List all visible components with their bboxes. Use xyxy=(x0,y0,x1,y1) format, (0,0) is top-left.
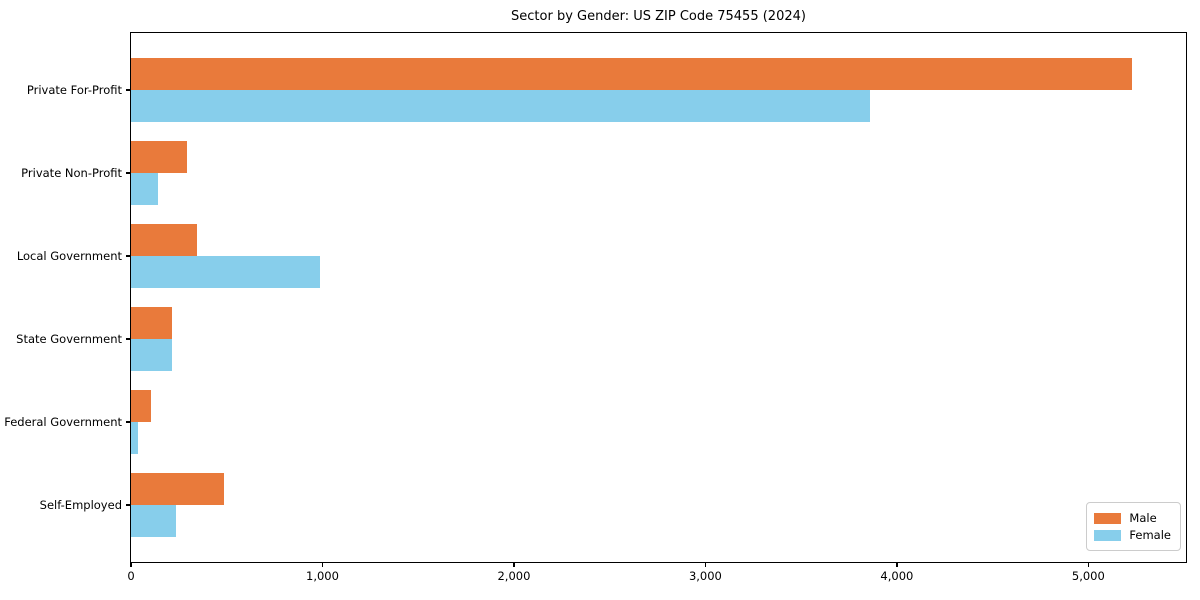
female-bar-local-government xyxy=(131,256,320,288)
plot-area: Male Female Private For-Profit Private No… xyxy=(4,32,1187,583)
y-tick-private-non-profit xyxy=(126,172,131,174)
bar-group-local-government xyxy=(131,224,1186,288)
male-bar-state-government xyxy=(131,307,173,339)
x-tick-0 xyxy=(130,562,132,567)
male-bar-self-employed xyxy=(131,473,225,505)
category-label-federal-government: Federal Government xyxy=(4,415,122,429)
male-bar-private-non-profit xyxy=(131,141,188,173)
female-bar-private-non-profit xyxy=(131,173,158,205)
x-tick-label-3000: 3,000 xyxy=(688,569,722,583)
x-tick-5000 xyxy=(1087,562,1090,567)
female-bar-self-employed xyxy=(131,505,177,537)
chart-title: Sector by Gender: US ZIP Code 75455 (202… xyxy=(511,9,806,24)
legend-item-female: Female xyxy=(1094,527,1171,543)
y-tick-state-government xyxy=(126,338,131,340)
category-label-private-non-profit: Private Non-Profit xyxy=(21,166,122,180)
female-bar-private-for-profit xyxy=(131,90,871,122)
legend-item-male: Male xyxy=(1094,510,1171,526)
y-tick-private-for-profit xyxy=(126,89,131,91)
y-tick-federal-government xyxy=(126,421,131,423)
y-tick-local-government xyxy=(126,255,131,257)
female-bar-state-government xyxy=(131,339,173,371)
category-label-private-for-profit: Private For-Profit xyxy=(26,83,122,97)
bar-group-self-employed xyxy=(131,473,1186,537)
category-label-self-employed: Self-Employed xyxy=(39,498,122,512)
x-tick-label-0: 0 xyxy=(127,569,135,583)
bar-group-state-government xyxy=(131,307,1186,371)
male-bar-private-for-profit xyxy=(131,58,1133,90)
bar-group-federal-government xyxy=(131,390,1186,454)
x-tick-4000 xyxy=(896,562,898,567)
legend-label-female: Female xyxy=(1129,528,1171,542)
y-tick-self-employed xyxy=(126,504,131,506)
category-label-local-government: Local Government xyxy=(16,249,122,263)
x-tick-3000 xyxy=(704,562,707,567)
category-label-state-government: State Government xyxy=(16,332,122,346)
legend-label-male: Male xyxy=(1129,511,1157,525)
female-bar-federal-government xyxy=(131,422,139,454)
male-color-swatch xyxy=(1094,512,1122,524)
bar-group-private-for-profit xyxy=(131,58,1186,122)
x-tick-2000 xyxy=(513,562,515,567)
legend: Male Female xyxy=(1086,502,1181,551)
x-tick-label-2000: 2,000 xyxy=(497,569,531,583)
male-bar-federal-government xyxy=(131,390,151,422)
x-tick-label-4000: 4,000 xyxy=(880,569,914,583)
x-tick-label-1000: 1,000 xyxy=(306,569,339,583)
x-tick-label-5000: 5,000 xyxy=(1071,569,1105,583)
bar-group-private-non-profit xyxy=(131,141,1186,205)
x-tick-1000 xyxy=(321,562,324,567)
female-color-swatch xyxy=(1094,529,1122,541)
male-bar-local-government xyxy=(131,224,197,256)
